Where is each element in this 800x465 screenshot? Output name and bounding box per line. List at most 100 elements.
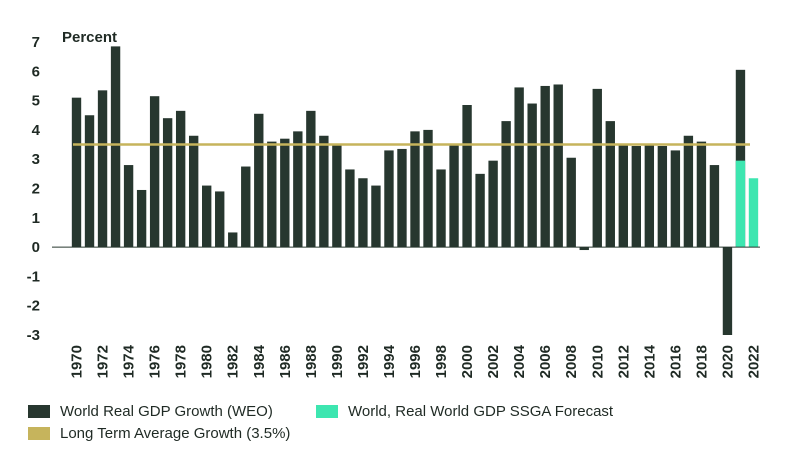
y-tick-label: 4 — [32, 122, 41, 139]
bar-weo — [397, 148, 407, 248]
bar-weo — [696, 141, 707, 248]
y-axis-unit-label: Percent — [62, 29, 117, 46]
x-tick-label: 2006 — [537, 345, 554, 378]
bar-weo — [709, 165, 720, 248]
legend-label-weo: World Real GDP Growth (WEO) — [60, 403, 273, 420]
x-tick-label: 1990 — [329, 345, 346, 378]
x-tick-label: 2000 — [459, 345, 476, 378]
x-tick-label: 1988 — [303, 345, 320, 378]
x-tick-label: 2018 — [693, 345, 710, 378]
x-tick-label: 1998 — [433, 345, 450, 378]
legend-item-weo: World Real GDP Growth (WEO) — [28, 403, 273, 420]
x-tick-label: 1992 — [355, 345, 372, 378]
y-tick-labels: 7 6 5 4 3 2 1 0 -1 -2 -3 — [27, 34, 41, 344]
bar-weo — [683, 135, 694, 248]
bar-weo — [410, 131, 420, 248]
bar-weo — [254, 113, 264, 248]
bar-weo — [136, 189, 147, 248]
legend-item-forecast: World, Real World GDP SSGA Forecast — [316, 403, 613, 420]
x-tick-label: 1980 — [199, 345, 216, 378]
bar-weo — [722, 247, 733, 335]
bar-forecast — [735, 160, 746, 248]
x-tick-label: 2010 — [589, 345, 606, 378]
legend-swatch-weo — [28, 405, 50, 418]
y-tick-label: -1 — [27, 268, 40, 285]
x-tick-label: 1996 — [407, 345, 424, 378]
legend-label-forecast: World, Real World GDP SSGA Forecast — [348, 403, 614, 420]
bar-weo — [631, 146, 641, 248]
bar-weo — [553, 84, 563, 248]
x-tick-label: 1984 — [251, 344, 268, 378]
y-tick-label: 2 — [32, 181, 40, 198]
bar-weo — [215, 191, 225, 248]
bar-weo — [188, 135, 199, 248]
bar-weo — [149, 96, 160, 248]
x-tick-label: 1970 — [69, 345, 86, 378]
bar-weo — [449, 144, 459, 248]
bar-weo — [462, 105, 472, 248]
bar-weo — [527, 103, 537, 248]
x-tick-label: 2008 — [563, 345, 580, 378]
legend-label-average: Long Term Average Growth (3.5%) — [60, 425, 291, 442]
bar-weo — [267, 141, 277, 248]
x-tick-label: 2012 — [615, 345, 632, 378]
bar-weo — [162, 118, 173, 248]
bar-weo — [319, 135, 329, 248]
legend-item-average: Long Term Average Growth (3.5%) — [28, 425, 290, 442]
x-tick-label: 1982 — [225, 345, 242, 378]
bar-weo — [228, 232, 238, 248]
bar-weo — [657, 146, 668, 248]
bar-weo — [280, 138, 290, 248]
bar-forecast — [748, 178, 759, 248]
x-tick-label: 2022 — [745, 345, 762, 378]
x-tick-labels: 1970 1972 1974 1976 1978 1980 1982 1984 1986 1988… — [69, 344, 763, 378]
y-tick-label: 1 — [32, 210, 40, 227]
bar-weo — [475, 173, 485, 248]
x-tick-label: 1972 — [95, 345, 112, 378]
x-tick-label: 1986 — [277, 345, 294, 378]
bar-weo — [306, 110, 316, 248]
bar-weo — [436, 169, 446, 248]
bar-weo — [501, 121, 511, 248]
legend-swatch-average — [28, 427, 50, 440]
bar-weo — [488, 160, 498, 248]
bar-weo — [358, 178, 368, 248]
x-tick-label: 2004 — [511, 344, 528, 378]
y-tick-label: 7 — [32, 34, 40, 51]
bar-weo — [371, 185, 381, 248]
bar-weo — [605, 121, 615, 248]
bar-weo — [618, 144, 628, 248]
x-tick-label: 2016 — [667, 345, 684, 378]
x-tick-label: 1974 — [121, 344, 138, 378]
bar-weo — [735, 69, 746, 248]
bar-weo — [293, 131, 303, 248]
y-tick-label: 0 — [32, 239, 40, 256]
bar-weo — [566, 157, 576, 248]
bar-weo — [84, 115, 95, 248]
x-tick-label: 1994 — [381, 344, 398, 378]
bar-weo — [384, 150, 394, 248]
legend-swatch-forecast — [316, 405, 338, 418]
bar-weo — [540, 85, 550, 248]
y-tick-label: 5 — [32, 93, 40, 110]
bar-weo — [123, 165, 134, 248]
bar-weo — [71, 97, 82, 248]
bar-weo — [110, 46, 121, 248]
bar-weo — [644, 144, 655, 248]
bar-weo — [175, 110, 186, 248]
bar-weo — [97, 90, 108, 248]
y-tick-label: 3 — [32, 151, 40, 168]
y-tick-label: 6 — [32, 63, 40, 80]
bar-weo — [579, 247, 589, 251]
y-tick-label: -2 — [27, 298, 40, 315]
bar-weo — [202, 185, 212, 248]
x-tick-label: 2014 — [641, 344, 658, 378]
bar-weo — [670, 150, 681, 248]
x-tick-label: 2020 — [719, 345, 736, 378]
bar-weo — [345, 169, 355, 248]
x-tick-label: 2002 — [485, 345, 502, 378]
bar-weo — [423, 129, 433, 248]
y-tick-label: -3 — [27, 327, 40, 344]
bar-weo — [241, 166, 251, 248]
